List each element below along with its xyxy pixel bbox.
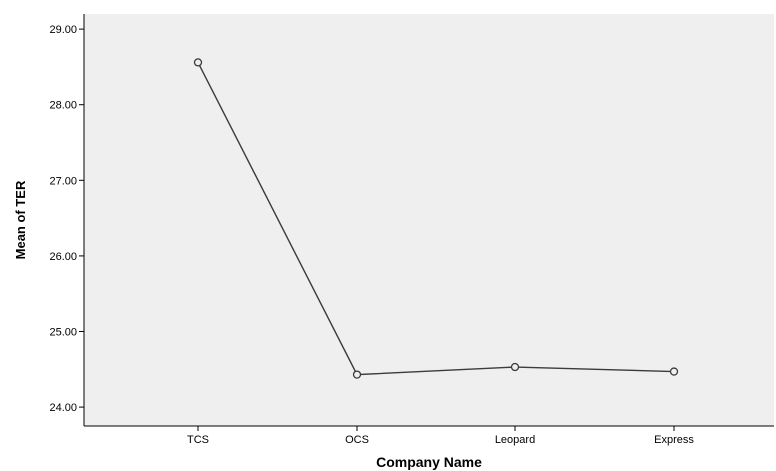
y-axis-title: Mean of TER [13, 180, 28, 259]
x-tick-label: Leopard [495, 434, 535, 446]
plot-area [84, 14, 774, 426]
y-tick-label: 24.00 [49, 402, 77, 414]
x-tick-label: OCS [345, 434, 369, 446]
y-tick-label: 26.00 [49, 251, 77, 263]
x-ticks: TCS OCS Leopard Express [187, 426, 694, 446]
data-point-express [669, 367, 679, 376]
x-tick-label: TCS [187, 434, 209, 446]
y-tick-label: 29.00 [49, 24, 77, 36]
y-tick-label: 28.00 [49, 100, 77, 112]
data-point-ocs [352, 370, 362, 379]
y-tick-label: 25.00 [49, 327, 77, 339]
x-axis-title: Company Name [376, 454, 482, 470]
y-tick-label: 27.00 [49, 175, 77, 187]
data-point-leopard [510, 362, 520, 372]
data-markers [193, 58, 679, 379]
x-tick-label: Express [654, 434, 694, 446]
series-line [197, 62, 675, 376]
data-point-tcs [193, 58, 203, 67]
y-ticks: 24.00 25.00 26.00 27.00 28.00 29.00 [49, 24, 84, 414]
